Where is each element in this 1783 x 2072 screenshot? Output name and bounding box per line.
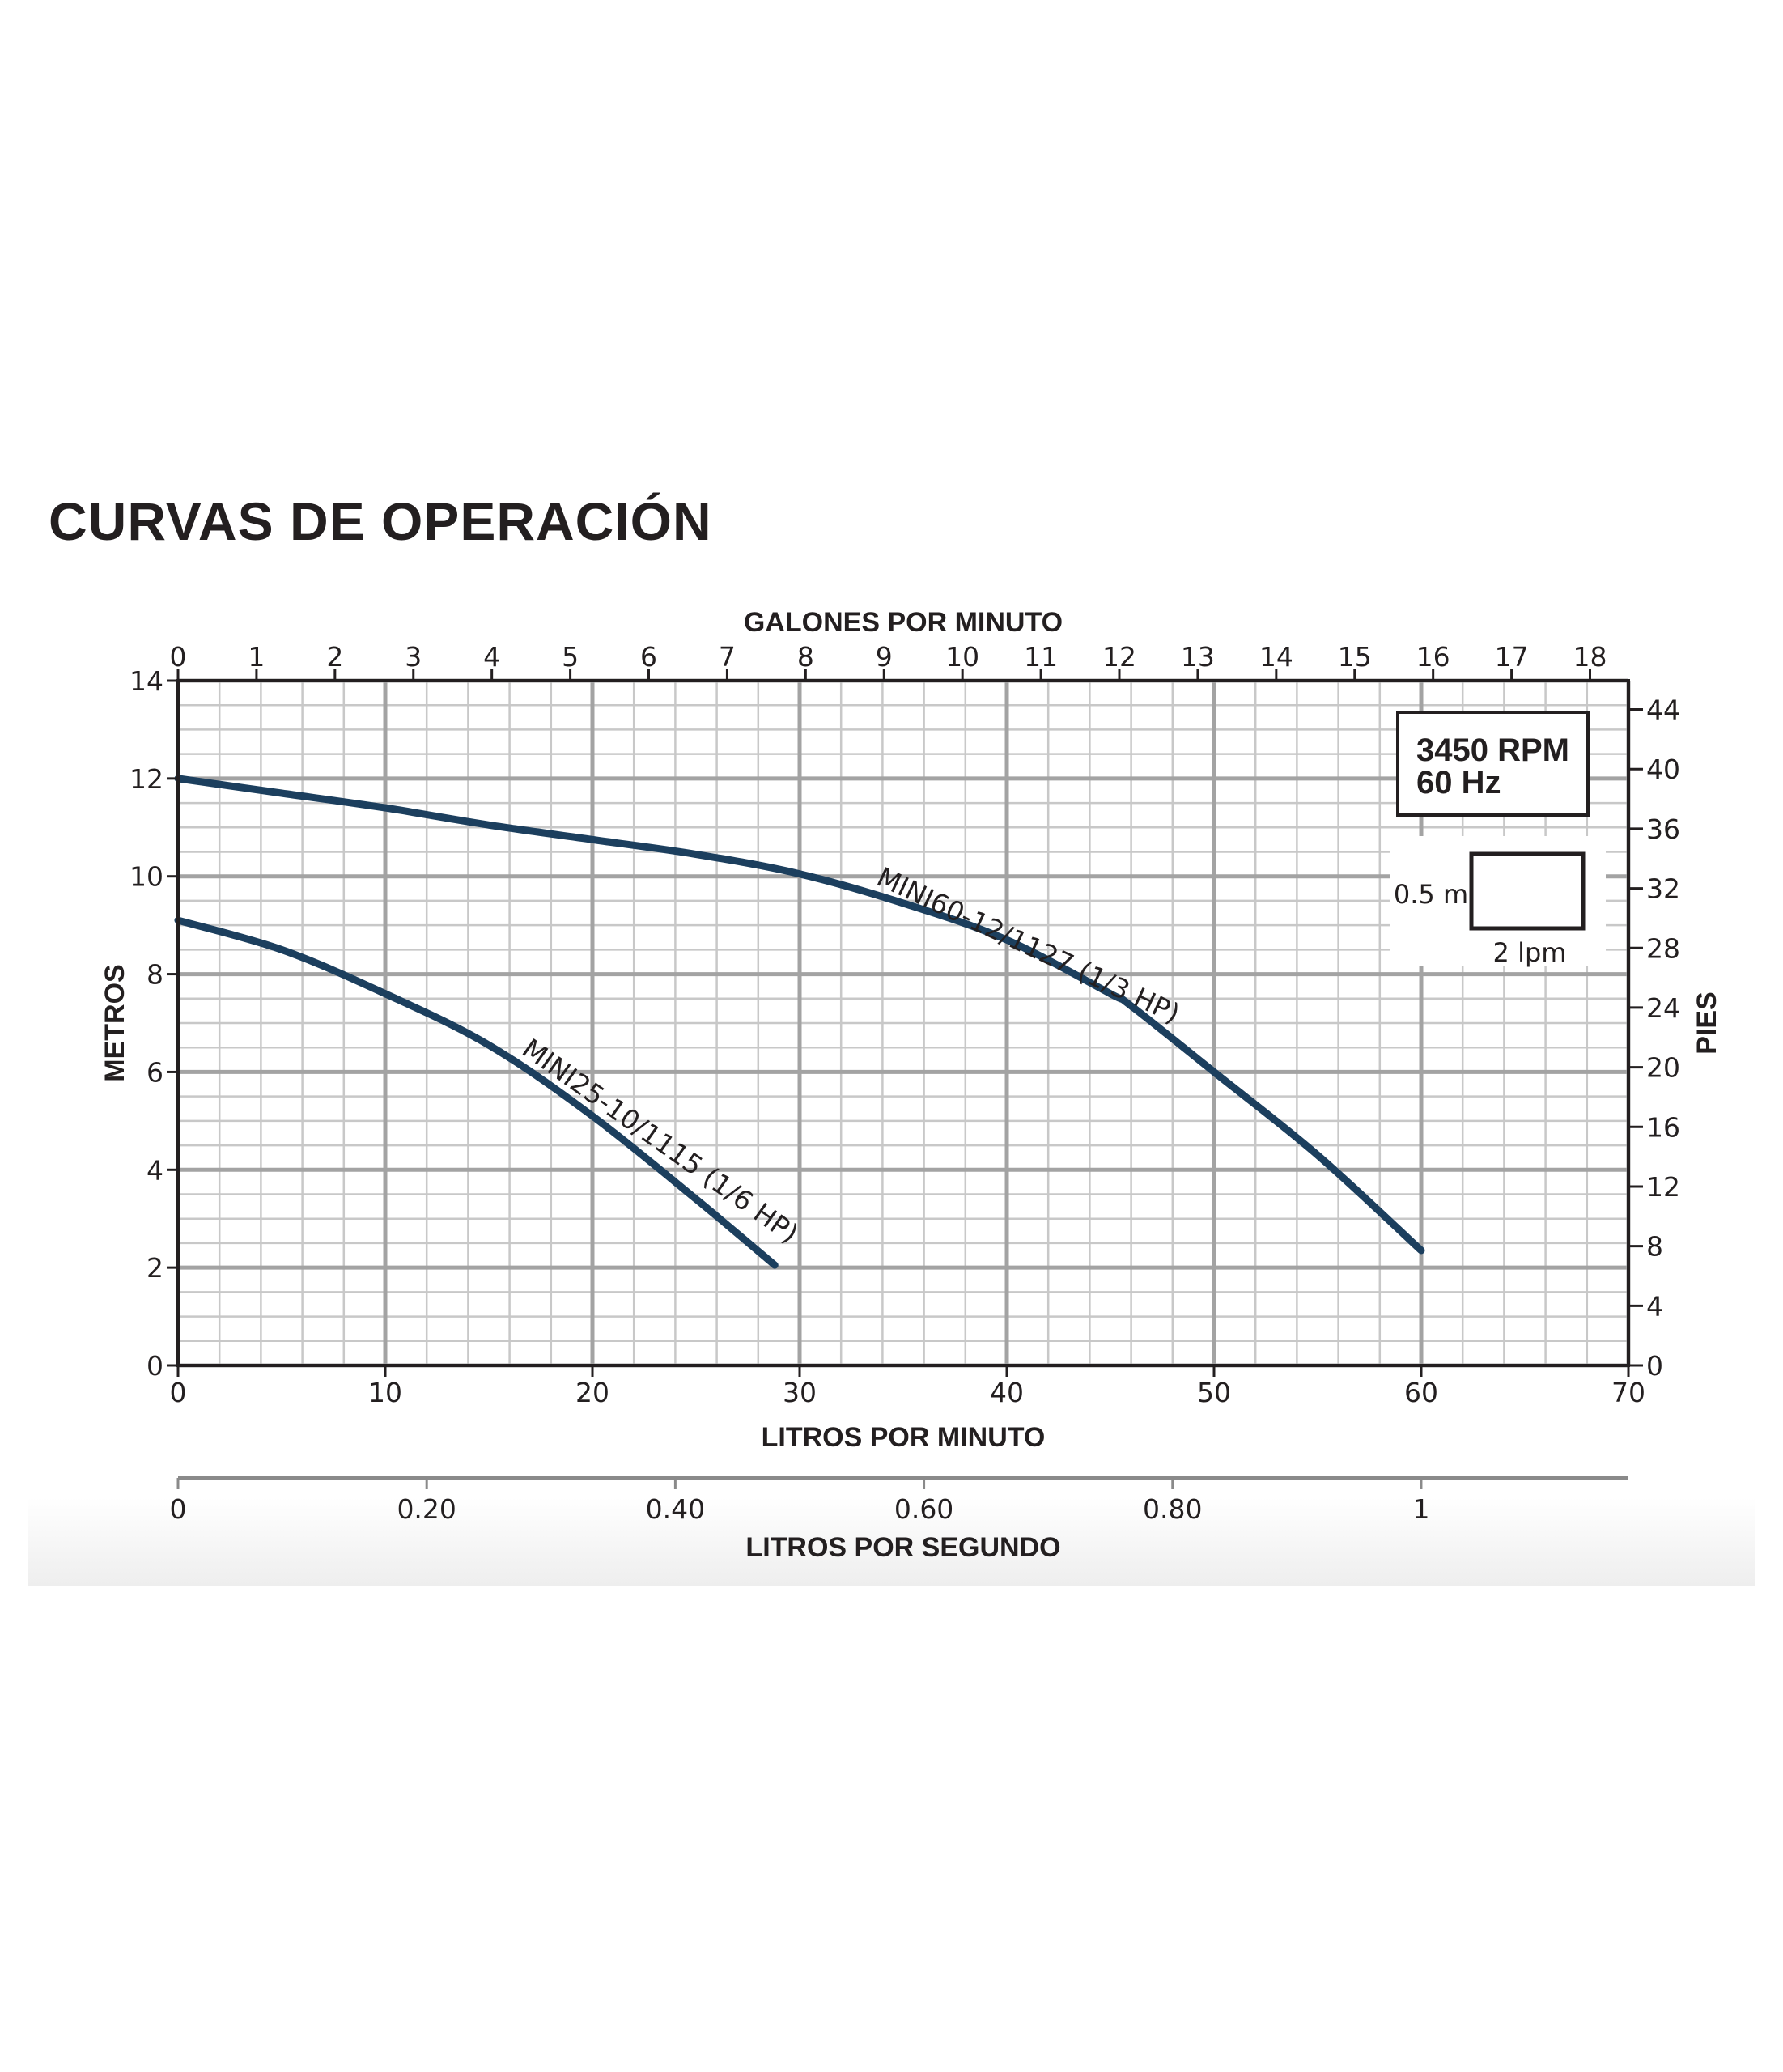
- scale-legend-rect: [1469, 851, 1586, 931]
- axis-titles: GALONES POR MINUTO LITROS POR MINUTO METRO…: [100, 607, 1722, 1453]
- page-title: CURVAS DE OPERACIÓN: [49, 491, 712, 551]
- x-top-tick-label: 10: [945, 641, 979, 673]
- x-top-tick-label: 14: [1259, 641, 1293, 673]
- y-left-axis-title: METROS: [100, 964, 130, 1081]
- lps-tick-label: 1: [1412, 1493, 1429, 1525]
- lps-tick-label: 0.60: [894, 1493, 953, 1525]
- y-right-tick-label: 40: [1646, 754, 1680, 785]
- lps-axis: 0 0.20 0.40 0.60 0.80 1 LITROS POR SEGUNDO: [170, 1476, 1628, 1563]
- hz-text: 60 Hz: [1416, 765, 1501, 800]
- y-right-tick-label: 20: [1646, 1052, 1680, 1084]
- x-top-tick-label: 2: [326, 641, 343, 673]
- x-bottom-tick-label: 20: [575, 1377, 609, 1408]
- x-bottom-tick-label: 60: [1404, 1377, 1438, 1408]
- y-left-tick-label: 0: [146, 1350, 163, 1382]
- x-top-tick-label: 0: [170, 641, 187, 673]
- x-top-tick-label: 17: [1495, 641, 1529, 673]
- lps-tick-label: 0: [170, 1493, 187, 1525]
- y-left-tick-label: 2: [146, 1252, 163, 1284]
- y-left-tick-label: 10: [129, 861, 163, 893]
- x-top-tick-label: 3: [405, 641, 422, 673]
- y-right-tick-label: 32: [1646, 873, 1680, 905]
- x-bottom-tick-label: 40: [990, 1377, 1024, 1408]
- y-left-tick-label: 6: [146, 1056, 163, 1088]
- x-bottom-tick-label: 0: [170, 1377, 187, 1408]
- x-top-tick-label: 18: [1573, 641, 1607, 673]
- x-top-tick-label: 6: [640, 641, 657, 673]
- scale-vertical-label: 0.5 m: [1394, 879, 1468, 910]
- series-label-mini60: MINI60-12/1127 (1/3 HP): [872, 861, 1185, 1030]
- x-top-tick-label: 11: [1024, 641, 1058, 673]
- series-line-mini60: [174, 775, 1425, 1255]
- x-top-tick-label: 8: [797, 641, 814, 673]
- lps-tick-label: 0.40: [646, 1493, 705, 1525]
- y-left-tick-label: 4: [146, 1154, 163, 1186]
- tick-marks: [167, 669, 1643, 1377]
- bottom-fade: [28, 1497, 1755, 1586]
- lps-axis-title: LITROS POR SEGUNDO: [745, 1532, 1060, 1563]
- y-left-tick-label: 8: [146, 959, 163, 991]
- y-right-tick-label: 36: [1646, 813, 1680, 845]
- lps-tick-label: 0.80: [1143, 1493, 1202, 1525]
- y-left-tick-label: 14: [129, 665, 163, 697]
- x-top-tick-label: 12: [1102, 641, 1136, 673]
- series-labels: MINI60-12/1127 (1/3 HP) MINI25-10/1115 (1…: [516, 861, 1185, 1250]
- x-top-tick-label: 5: [562, 641, 579, 673]
- y-left-tick-label: 12: [129, 763, 163, 795]
- x-bottom-axis-title: LITROS POR MINUTO: [762, 1422, 1046, 1453]
- x-bottom-tick-label: 50: [1197, 1377, 1231, 1408]
- rpm-text: 3450 RPM: [1416, 732, 1569, 768]
- tick-labels: 0 10 20 30 40 50 60 700 1 2 3 4 5 6 7 8 9 10 11 12 13 14 15 16 1…: [129, 641, 1680, 1408]
- x-top-tick-label: 15: [1338, 641, 1372, 673]
- y-right-tick-label: 28: [1646, 932, 1680, 964]
- x-bottom-tick-label: 30: [783, 1377, 817, 1408]
- x-bottom-tick-label: 70: [1611, 1377, 1645, 1408]
- plot-frame: [176, 679, 1630, 1367]
- plot-border: [176, 679, 1630, 1367]
- series-line-mini25: [174, 916, 779, 1269]
- x-top-tick-label: 9: [876, 641, 893, 673]
- x-top-tick-label: 7: [719, 641, 736, 673]
- scale-horizontal-label: 2 lpm: [1493, 937, 1567, 968]
- x-top-tick-label: 16: [1416, 641, 1450, 673]
- rpm-box: [1396, 711, 1590, 817]
- x-top-tick-label: 4: [483, 641, 500, 673]
- series-label-mini25: MINI25-10/1115 (1/6 HP): [516, 1033, 804, 1250]
- scale-box: 0.5 m 2 lpm: [1390, 836, 1606, 968]
- x-top-tick-label: 1: [248, 641, 265, 673]
- y-right-tick-label: 24: [1646, 992, 1680, 1024]
- x-top-tick-label: 13: [1181, 641, 1215, 673]
- y-right-tick-label: 0: [1646, 1350, 1663, 1382]
- y-right-tick-label: 8: [1646, 1231, 1663, 1263]
- x-bottom-tick-label: 10: [368, 1377, 402, 1408]
- y-right-axis-title: PIES: [1692, 991, 1722, 1054]
- y-right-tick-label: 44: [1646, 694, 1680, 726]
- y-right-tick-label: 16: [1646, 1111, 1680, 1143]
- curves: [174, 775, 1425, 1269]
- x-top-axis-title: GALONES POR MINUTO: [744, 607, 1063, 638]
- y-right-tick-label: 12: [1646, 1171, 1680, 1203]
- lps-tick-label: 0.20: [397, 1493, 456, 1525]
- y-right-tick-label: 4: [1646, 1290, 1663, 1322]
